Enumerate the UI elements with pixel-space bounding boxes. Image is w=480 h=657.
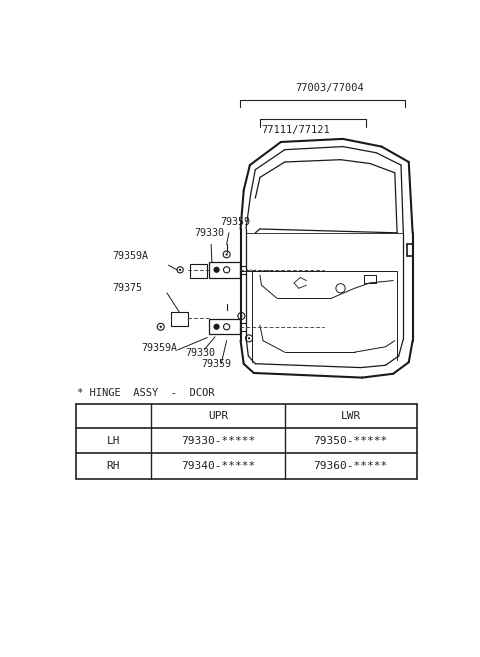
Bar <box>209 262 240 277</box>
Circle shape <box>159 326 162 328</box>
Text: 79350-*****: 79350-***** <box>313 436 388 445</box>
Text: 77003/77004: 77003/77004 <box>296 83 364 93</box>
Text: 79359: 79359 <box>201 359 231 369</box>
Circle shape <box>214 267 220 273</box>
Text: 79359A: 79359A <box>142 343 178 353</box>
Text: 79330: 79330 <box>194 228 224 238</box>
Text: 77111/77121: 77111/77121 <box>262 125 330 135</box>
Bar <box>190 263 207 277</box>
Text: 79359: 79359 <box>220 217 251 227</box>
Text: 79330: 79330 <box>186 348 216 358</box>
Text: UPR: UPR <box>208 411 228 421</box>
Text: LH: LH <box>107 436 120 445</box>
Text: RH: RH <box>107 461 120 471</box>
Text: 79360-*****: 79360-***** <box>313 461 388 471</box>
Text: 79340-*****: 79340-***** <box>181 461 255 471</box>
Bar <box>209 319 240 334</box>
Text: 79359A: 79359A <box>113 252 149 261</box>
Circle shape <box>240 315 242 317</box>
Circle shape <box>179 269 181 271</box>
Text: 79330-*****: 79330-***** <box>181 436 255 445</box>
Circle shape <box>226 253 228 256</box>
Text: * HINGE  ASSY  -  DCOR: * HINGE ASSY - DCOR <box>77 388 215 398</box>
Text: LWR: LWR <box>340 411 361 421</box>
Circle shape <box>214 324 220 330</box>
Text: 79375: 79375 <box>113 283 143 293</box>
Circle shape <box>248 337 250 340</box>
Bar <box>171 312 188 326</box>
